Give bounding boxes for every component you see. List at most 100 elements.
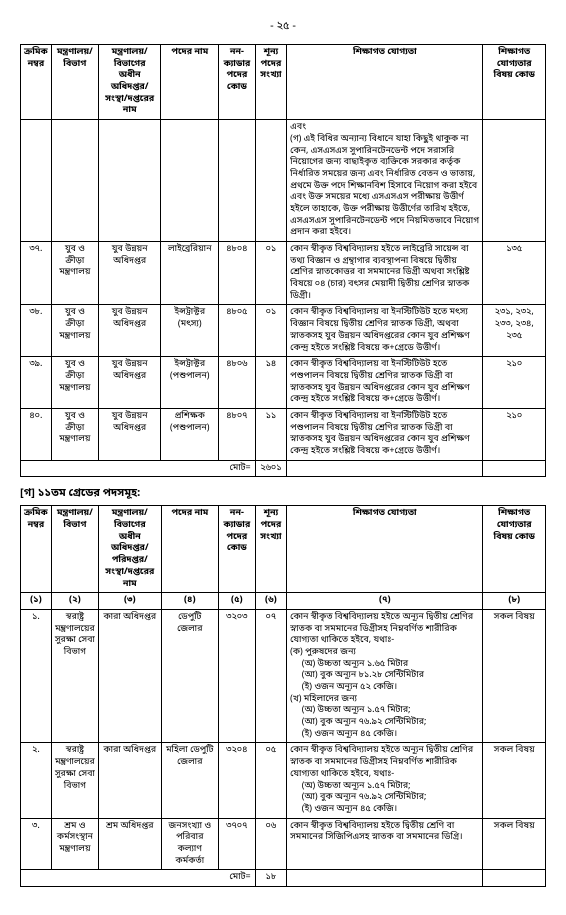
cell-post: লাইব্রেরিয়ান [161,242,219,305]
cell-subcode: ২১০ [483,408,546,460]
total-value: ১৮ [255,870,286,887]
cell-qual: কোন স্বীকৃত বিশ্ববিদ্যালয় বা ইনস্টিটিউট… [287,357,483,409]
cell-post: ইন্সট্রাক্টর (মৎস্য) [161,305,219,357]
table-row: ৩৯.যুব ও ক্রীড়া মন্ত্রণালয়যুব উন্নয়ন … [21,357,546,409]
cell-count: ০৬ [255,818,286,870]
cell-code: ৪৮০৫ [219,305,256,357]
cell-count: ১৪ [255,357,286,409]
cell-subcode: ১৩৫ [483,242,546,305]
cell-post: ডেপুটি জেলার [161,609,218,743]
th-qual: শিক্ষাগত যোগ্যতা [287,45,483,120]
cell-post [161,120,219,242]
th-post: পদের নাম [161,45,219,120]
cell-code [219,120,256,242]
cell-count: ০৭ [255,609,286,743]
cell-qual: এবং (গ) এই বিধির অন্যান্য বিধানে যাহা কি… [287,120,483,242]
cell-dept [98,120,161,242]
cell-serial [21,120,52,242]
cell-ministry [51,120,98,242]
cell-ministry: স্বরাষ্ট্র মন্ত্রণালয়ের সুরক্ষা সেবা বি… [51,609,98,743]
cell-count [255,120,286,242]
colnum: (৫) [218,593,255,610]
colnum: (৬) [255,593,286,610]
cell-code: ৩২০৩ [218,609,255,743]
cell-subcode: সকল বিষয় [483,609,546,743]
cell-qual: কোন স্বীকৃত বিশ্ববিদ্যালয় বা ইনস্টিটিউট… [287,408,483,460]
cell-post: প্রশিক্ষক (পশুপালন) [161,408,219,460]
colnum: (৩) [98,593,161,610]
cell-code: ৪৮০৬ [219,357,256,409]
total-label: মোট= [21,870,256,887]
cell-post: ইন্সট্রাক্টর (পশুপালন) [161,357,219,409]
table-row: ৩৭.যুব ও ক্রীড়া মন্ত্রণালয়যুব উন্নয়ন … [21,242,546,305]
cell-code: ৩৭০৭ [218,818,255,870]
cell-ministry: যুব ও ক্রীড়া মন্ত্রণালয় [51,408,98,460]
th-dept: মন্ত্রণালয়/ বিভাগের অধীন অধিদপ্তর/ পরিদ… [98,506,161,593]
section-title: [গ] ১১তম গ্রেডের পদসমূহ: [20,487,546,501]
cell-subcode: সকল বিষয় [483,743,546,818]
cell-dept: যুব উন্নয়ন অধিদপ্তর [98,408,161,460]
cell-serial: ৩৭. [21,242,52,305]
th-subcode: শিক্ষাগত যোগ্যতার বিষয় কোড [483,45,546,120]
cell-serial: ৪০. [21,408,52,460]
cell-serial: ১. [21,609,52,743]
th-serial: ক্রমিক নম্বর [21,506,52,593]
table-row: ২.স্বরাষ্ট্র মন্ত্রণালয়ের সুরক্ষা সেবা … [21,743,546,818]
th-code: নন-ক্যাডার পদের কোড [219,45,256,120]
cell-post: জনসংখ্যা ও পরিবার কল্যাণ কর্মকর্তা [161,818,218,870]
cell-ministry: স্বরাষ্ট্র মন্ত্রণালয়ের সুরক্ষা সেবা বি… [51,743,98,818]
table-row: এবং (গ) এই বিধির অন্যান্য বিধানে যাহা কি… [21,120,546,242]
cell-code: ৩২০৪ [218,743,255,818]
th-dept: মন্ত্রণালয়/বিভাগের অধীন অধিদপ্তর/ সংস্থ… [98,45,161,120]
page-number: - ২৫ - [20,20,546,34]
th-count: শূন্য পদের সংখ্যা [255,506,286,593]
cell-count: ০১ [255,305,286,357]
cell-dept: যুব উন্নয়ন অধিদপ্তর [98,305,161,357]
cell-qual: কোন স্বীকৃত বিশ্ববিদ্যালয় হইতে লাইব্রের… [287,242,483,305]
colnum: (৮) [483,593,546,610]
cell-count: ০১ [255,242,286,305]
total-label: মোট= [21,460,256,477]
cell-serial: ৩. [21,818,52,870]
table-row: ৪০.যুব ও ক্রীড়া মন্ত্রণালয়যুব উন্নয়ন … [21,408,546,460]
table-row: ১.স্বরাষ্ট্র মন্ত্রণালয়ের সুরক্ষা সেবা … [21,609,546,743]
colnum: (৭) [287,593,483,610]
th-serial: ক্রমিক নম্বর [21,45,52,120]
th-qual: শিক্ষাগত যোগ্যতা [287,506,483,593]
table-grade-upper: ক্রমিক নম্বর মন্ত্রণালয়/ বিভাগ মন্ত্রণা… [20,44,546,477]
cell-code: ৪৮০৭ [219,408,256,460]
table-row: ৩.শ্রম ও কর্মসংস্থান মন্ত্রণালয়শ্রম অধি… [21,818,546,870]
cell-ministry: যুব ও ক্রীড়া মন্ত্রণালয় [51,357,98,409]
cell-dept: যুব উন্নয়ন অধিদপ্তর [98,357,161,409]
cell-subcode [483,120,546,242]
cell-dept: কারা অধিদপ্তর [98,609,161,743]
cell-serial: ৩৮. [21,305,52,357]
th-subcode: শিক্ষাগত যোগ্যতার বিষয় কোড [483,506,546,593]
cell-ministry: শ্রম ও কর্মসংস্থান মন্ত্রণালয় [51,818,98,870]
cell-qual: কোন স্বীকৃত বিশ্ববিদ্যালয় বা ইনস্টিটিউট… [287,305,483,357]
cell-post: মহিলা ডেপুটি জেলার [161,743,218,818]
cell-qual: কোন স্বীকৃত বিশ্ববিদ্যালয় হইতে অন্যূন দ… [287,609,483,743]
table-grade-11: ক্রমিক নম্বর মন্ত্রণালয়/ বিভাগ মন্ত্রণা… [20,505,546,887]
cell-serial: ২. [21,743,52,818]
total-value: ২৬০১ [255,460,286,477]
cell-subcode: সকল বিষয় [483,818,546,870]
th-post: পদের নাম [161,506,218,593]
cell-count: ১১ [255,408,286,460]
colnum: (৪) [161,593,218,610]
colnum: (১) [21,593,52,610]
cell-ministry: যুব ও ক্রীড়া মন্ত্রণালয় [51,242,98,305]
th-ministry: মন্ত্রণালয়/ বিভাগ [51,45,98,120]
th-count: শূন্য পদের সংখ্যা [255,45,286,120]
cell-dept: শ্রম অধিদপ্তর [98,818,161,870]
cell-subcode: ২১০ [483,357,546,409]
cell-subcode: ২৩১, ২৩২, ২৩৩, ২৩৪, ২৩৫ [483,305,546,357]
colnum: (২) [51,593,98,610]
cell-qual: কোন স্বীকৃত বিশ্ববিদ্যালয় হইতে অন্যূন দ… [287,743,483,818]
cell-count: ০৫ [255,743,286,818]
cell-code: ৪৮০৪ [219,242,256,305]
th-ministry: মন্ত্রণালয়/ বিভাগ [51,506,98,593]
cell-serial: ৩৯. [21,357,52,409]
cell-dept: কারা অধিদপ্তর [98,743,161,818]
table-row: ৩৮.যুব ও ক্রীড়া মন্ত্রণালয়যুব উন্নয়ন … [21,305,546,357]
